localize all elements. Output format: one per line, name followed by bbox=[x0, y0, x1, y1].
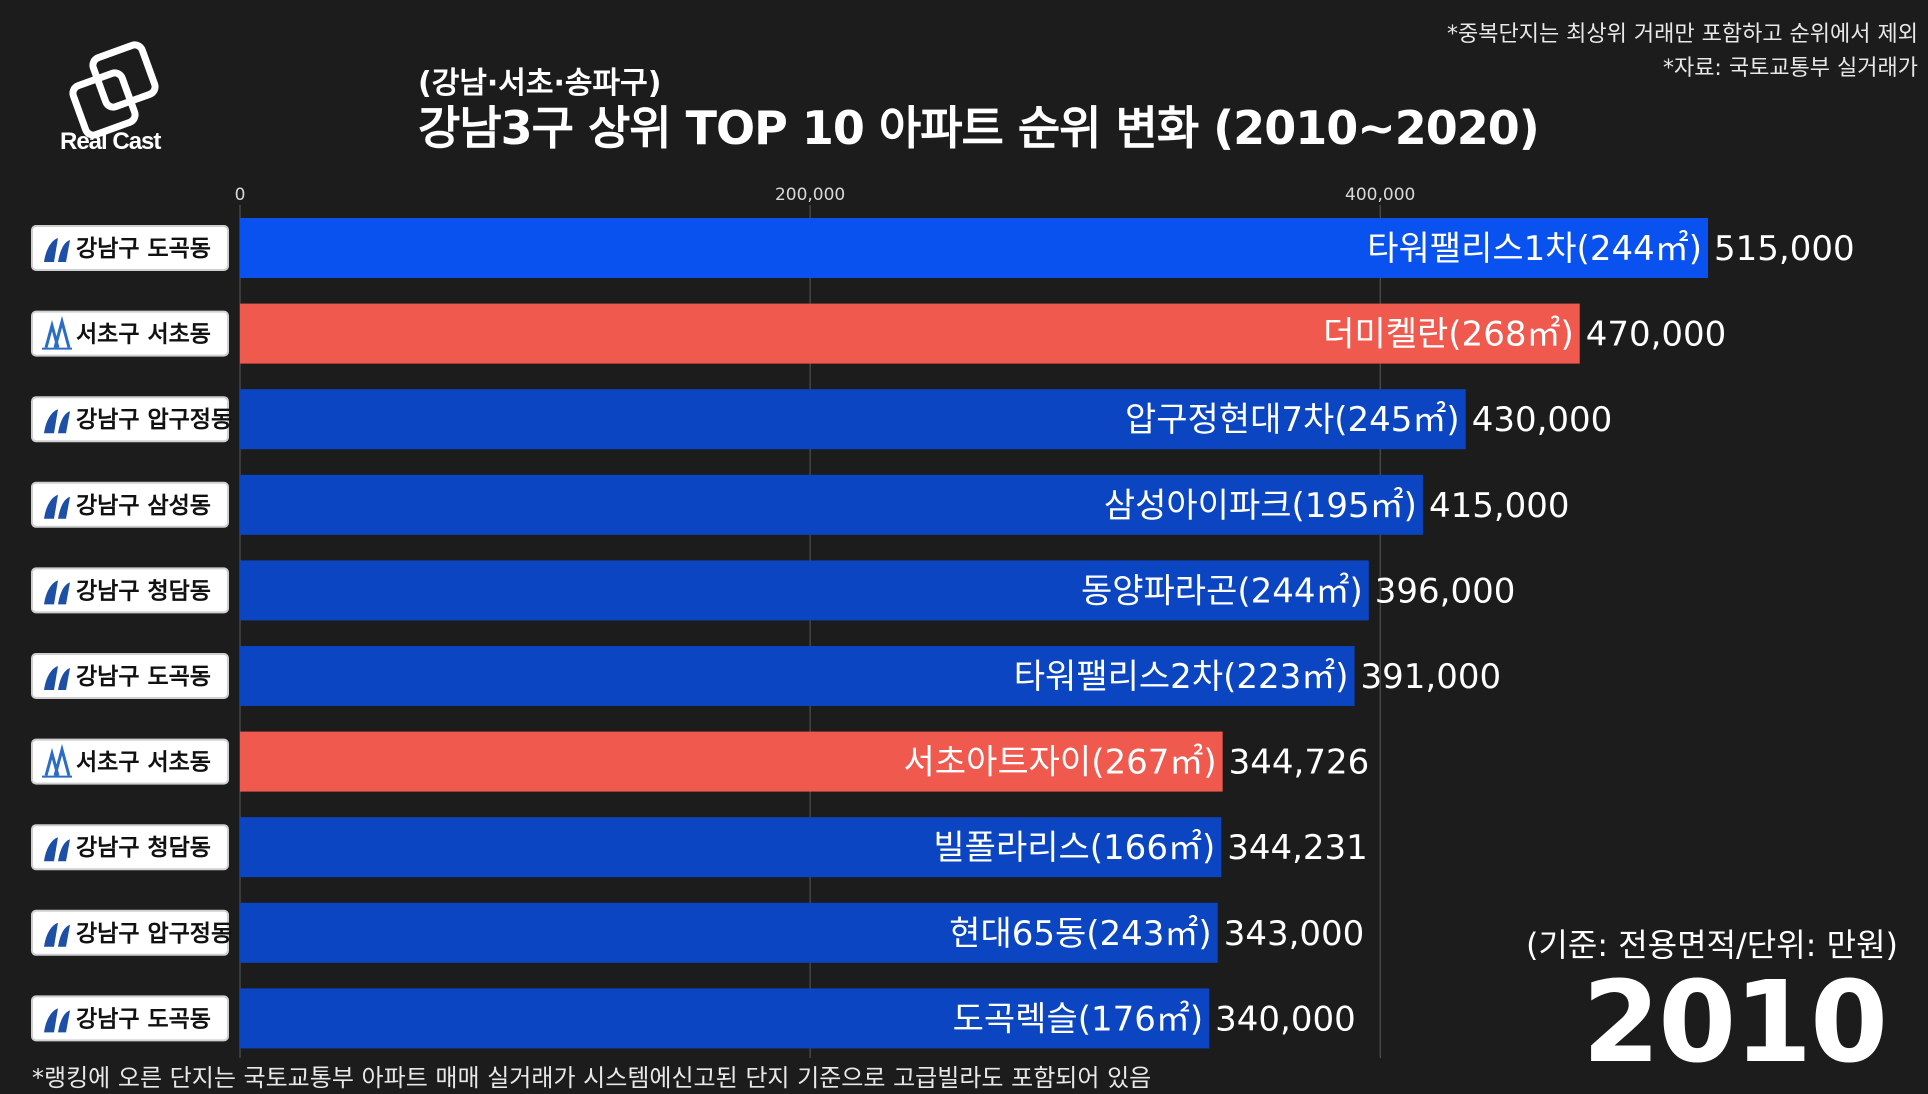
bar-name-label: 타워팰리스1차(244㎡) bbox=[1367, 229, 1702, 269]
bar-value-label: 391,000 bbox=[1361, 657, 1502, 697]
bar-value-label: 344,231 bbox=[1227, 828, 1368, 868]
bar-value-label: 430,000 bbox=[1472, 400, 1613, 440]
bar bbox=[240, 560, 1369, 621]
district-name: 강남구 도곡동 bbox=[76, 236, 211, 262]
bar-value-label: 396,000 bbox=[1375, 571, 1516, 611]
unit-label: (기준: 전용면적/단위: 만원) bbox=[1525, 926, 1898, 964]
bar bbox=[240, 646, 1355, 706]
district-name: 강남구 청담동 bbox=[76, 578, 211, 604]
chart-subtitle: (강남·서초·송파구) bbox=[418, 66, 662, 101]
district-badge-bg bbox=[31, 481, 229, 528]
bar-value-label: 344,726 bbox=[1229, 743, 1370, 783]
gangnam-emblem-icon bbox=[44, 409, 58, 434]
bar-name-label: 도곡렉슬(176㎡) bbox=[953, 999, 1204, 1039]
district-badge-bg bbox=[31, 310, 229, 357]
district-badge: 서초구 서초동 bbox=[31, 738, 229, 785]
bar-name-label: 빌폴라리스(166㎡) bbox=[933, 828, 1215, 868]
x-tick-label: 400,000 bbox=[1345, 185, 1415, 205]
bar-name-label: 현대65동(243㎡) bbox=[949, 914, 1212, 954]
district-badge-bg bbox=[31, 653, 229, 699]
bar-name-label: 압구정현대7차(245㎡) bbox=[1125, 400, 1460, 440]
district-badge: 서초구 서초동 bbox=[31, 310, 229, 357]
gangnam-emblem-icon bbox=[44, 238, 58, 262]
seocho-emblem-icon bbox=[44, 743, 71, 776]
bar bbox=[240, 218, 1708, 278]
bar-value-label: 340,000 bbox=[1215, 999, 1356, 1039]
gangnam-emblem-icon bbox=[58, 411, 70, 434]
bar-value-label: 515,000 bbox=[1714, 229, 1855, 269]
bar-value-label: 470,000 bbox=[1586, 315, 1727, 355]
district-badge-bg bbox=[31, 995, 229, 1042]
district-name: 서초구 서초동 bbox=[76, 750, 211, 776]
gangnam-emblem-icon bbox=[58, 496, 70, 519]
bar bbox=[240, 817, 1222, 878]
bar-value-label: 415,000 bbox=[1429, 486, 1570, 526]
bar bbox=[240, 389, 1466, 450]
district-name: 강남구 삼성동 bbox=[76, 493, 211, 519]
district-name: 서초구 서초동 bbox=[76, 322, 211, 348]
bar bbox=[240, 474, 1423, 535]
x-tick-label: 0 bbox=[235, 185, 246, 205]
district-badge: 강남구 도곡동 bbox=[31, 225, 229, 271]
district-name: 강남구 압구정동 bbox=[76, 407, 232, 433]
district-badge-bg bbox=[31, 824, 229, 871]
gangnam-emblem-icon bbox=[44, 922, 58, 947]
gangnam-emblem-icon bbox=[58, 668, 70, 690]
x-tick-label: 200,000 bbox=[775, 185, 845, 205]
chart-title: 강남3구 상위 TOP 10 아파트 순위 변화 (2010~2020) bbox=[418, 101, 1540, 155]
seocho-emblem-icon bbox=[44, 315, 71, 348]
bar bbox=[240, 731, 1223, 792]
district-badge: 강남구 압구정동 bbox=[31, 396, 232, 443]
gangnam-emblem-icon bbox=[44, 1008, 58, 1033]
note-duplicates: *중복단지는 최상위 거래만 포함하고 순위에서 제외 bbox=[1446, 22, 1918, 47]
bar-name-label: 더미켈란(268㎡) bbox=[1323, 315, 1574, 355]
district-badge: 강남구 청담동 bbox=[31, 567, 229, 614]
district-name: 강남구 청담동 bbox=[76, 835, 211, 861]
gangnam-emblem-icon bbox=[58, 839, 70, 862]
district-badge-bg bbox=[31, 738, 229, 785]
gangnam-emblem-icon bbox=[44, 580, 58, 605]
district-badge-bg bbox=[31, 567, 229, 614]
gangnam-emblem-icon bbox=[44, 666, 58, 690]
district-name: 강남구 압구정동 bbox=[76, 921, 232, 947]
bar-name-label: 삼성아이파크(195㎡) bbox=[1104, 486, 1417, 526]
gangnam-emblem-icon bbox=[44, 837, 58, 862]
district-badge-bg bbox=[31, 396, 229, 443]
district-badge-bg bbox=[31, 909, 229, 956]
district-badge: 강남구 청담동 bbox=[31, 824, 229, 871]
brand-name: Real Cast bbox=[60, 128, 161, 155]
district-name: 강남구 도곡동 bbox=[76, 1006, 211, 1032]
district-badge: 강남구 도곡동 bbox=[31, 653, 229, 699]
bar bbox=[240, 988, 1210, 1049]
gangnam-emblem-icon bbox=[58, 240, 70, 262]
realcast-logo-icon bbox=[69, 41, 159, 139]
bar-name-label: 타워팰리스2차(223㎡) bbox=[1014, 657, 1349, 697]
district-name: 강남구 도곡동 bbox=[76, 664, 211, 690]
bar-name-label: 동양파라곤(244㎡) bbox=[1081, 571, 1363, 611]
district-badge: 강남구 압구정동 bbox=[31, 909, 232, 956]
gangnam-emblem-icon bbox=[44, 494, 58, 519]
district-badge: 강남구 도곡동 bbox=[31, 995, 229, 1042]
gangnam-emblem-icon bbox=[58, 1010, 70, 1033]
bar bbox=[240, 902, 1218, 963]
year-label: 2010 bbox=[1582, 958, 1888, 1088]
bar bbox=[240, 303, 1580, 364]
district-badge: 강남구 삼성동 bbox=[31, 481, 229, 528]
gangnam-emblem-icon bbox=[58, 924, 70, 947]
note-source: *자료: 국토교통부 실거래가 bbox=[1662, 56, 1918, 81]
district-badge-bg bbox=[31, 225, 229, 271]
footer-note: *랭킹에 오른 단지는 국토교통부 아파트 매매 실거래가 시스템에신고된 단지… bbox=[32, 1064, 1152, 1092]
gangnam-emblem-icon bbox=[58, 582, 70, 605]
bar-name-label: 서초아트자이(267㎡) bbox=[904, 743, 1217, 783]
bar-value-label: 343,000 bbox=[1224, 914, 1365, 954]
